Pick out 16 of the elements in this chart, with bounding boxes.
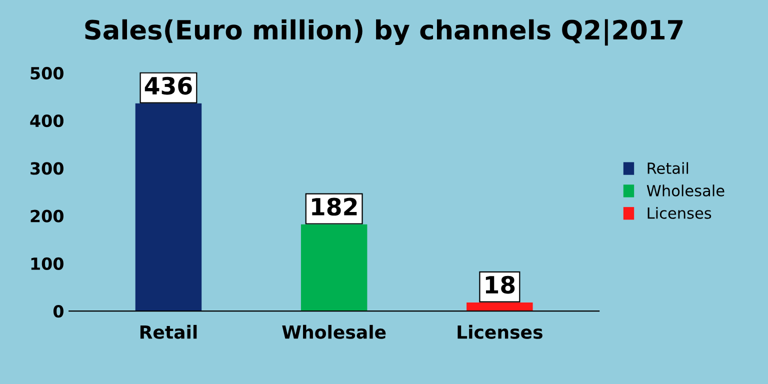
- x-tick-label: Licenses: [458, 324, 542, 339]
- legend-label: Retail: [648, 162, 688, 174]
- data-label: 18: [486, 276, 515, 294]
- y-tick-label: 300: [30, 162, 64, 175]
- legend-label: Licenses: [648, 207, 712, 219]
- legend-label: Wholesale: [646, 184, 724, 196]
- x-tick-label: Retail: [140, 324, 197, 339]
- y-tick-label: 0: [53, 305, 64, 318]
- x-tick-label: Wholesale: [282, 324, 386, 339]
- y-tick-label: 100: [31, 257, 64, 270]
- chart-title: Sales(Euro million) by channels Q2|2017: [85, 19, 683, 46]
- y-tick-label: 500: [30, 66, 64, 80]
- y-tick-label: 200: [30, 210, 64, 222]
- data-label: 182: [312, 198, 357, 216]
- y-tick-label: 400: [30, 114, 64, 128]
- data-label: 436: [144, 76, 192, 95]
